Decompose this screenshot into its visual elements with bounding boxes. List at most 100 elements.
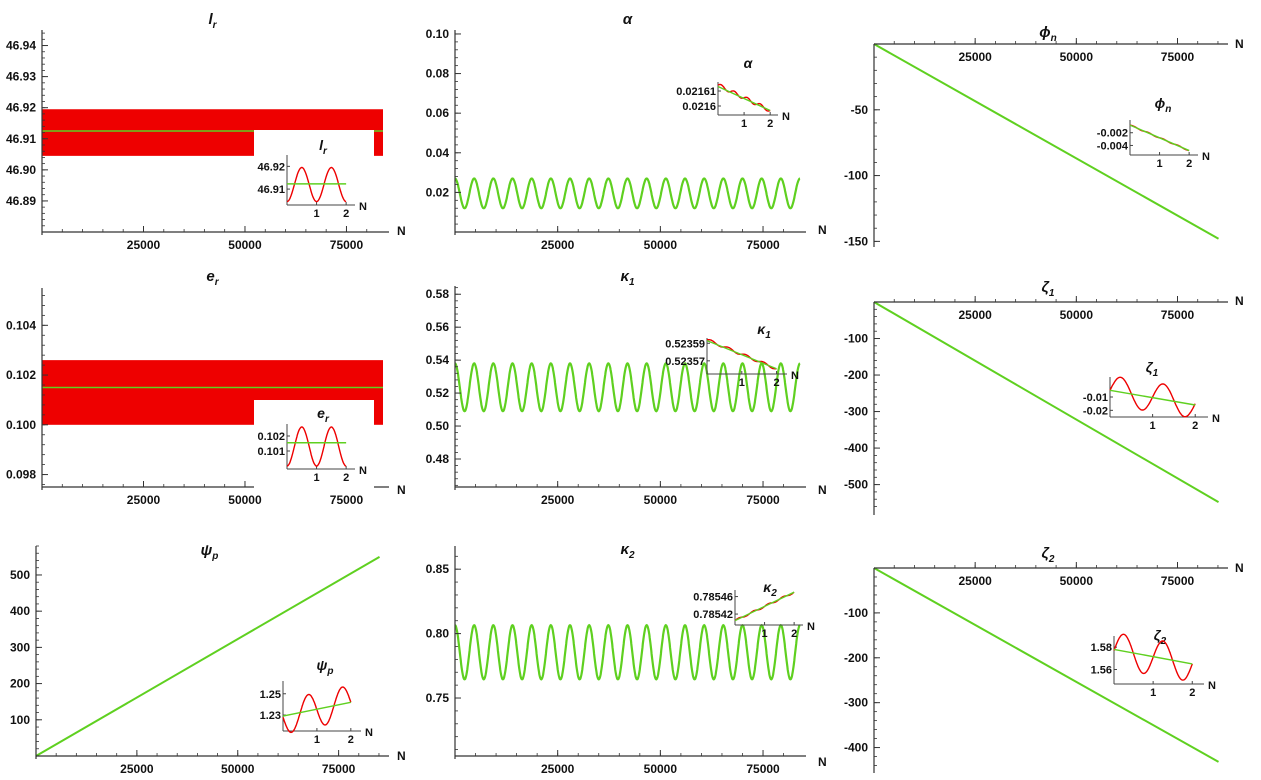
lr-ytick-label: 46.93 (6, 70, 36, 84)
phin-inset: 1 2 -0.002-0.004 Nϕn (1097, 95, 1210, 170)
z1-ytick-label: -200 (844, 368, 868, 382)
z1-xtick-label: 25000 (958, 308, 992, 322)
z1-ytick-label: -300 (844, 405, 868, 419)
k1-xlabel: N (818, 483, 827, 497)
alpha-ytick-label: 0.02 (426, 185, 450, 199)
z1-title-main: ζ (1042, 279, 1050, 296)
phin-xtick-label: 25000 (958, 50, 992, 64)
k1-ytick-label: 0.56 (426, 320, 450, 334)
z2-inset-title-main: ζ (1154, 627, 1162, 643)
alpha-xtick-label: 50000 (644, 238, 678, 252)
k1-title: κ1 (620, 268, 635, 288)
z2-ytick-label: -200 (844, 651, 868, 665)
k2-inset-ytick-label: 0.78542 (693, 609, 733, 621)
k2-inset-title-sub: 2 (770, 588, 777, 599)
k1-green-series (454, 362, 801, 413)
z2-inset: 1 2 1.58 1.56 Nζ2 (1091, 627, 1216, 699)
phin-inset-ytick-label: -0.004 (1097, 140, 1129, 152)
er-title-sub: r (215, 277, 220, 288)
psip-inset-title: ψp (317, 657, 334, 677)
k1-inset-xtick-label: 2 (774, 377, 780, 389)
k1-inset-xtick-label: 1 (739, 377, 745, 389)
lr-title-sub: r (213, 20, 218, 31)
er-inset-ytick-label: 0.102 (257, 431, 285, 443)
k2-xtick-label: 50000 (644, 762, 678, 776)
z2-xlabel: N (1235, 561, 1244, 575)
lr-inset-ytick-label: 46.91 (257, 184, 285, 196)
lr-xtick-label: 75000 (330, 238, 364, 252)
psip-xtick-label: 50000 (221, 762, 255, 776)
lr-xlabel: N (397, 224, 406, 238)
er-ytick-label: 0.102 (6, 368, 36, 382)
k1-xtick-label: 50000 (644, 493, 678, 507)
k2-title: κ2 (620, 541, 635, 561)
z1-xtick-label: 50000 (1060, 308, 1094, 322)
z2-inset-xtick-label: 1 (1150, 687, 1156, 699)
phin-inset-xtick-label: 1 (1157, 158, 1163, 170)
z1-inset-green-series (1109, 389, 1196, 406)
alpha-inset-xlabel: N (782, 111, 790, 123)
phin-title-main: ϕ (1039, 24, 1050, 41)
alpha-ytick-label: 0.04 (426, 146, 450, 160)
alpha-inset: 1 2 0.02161 0.0216 Nα (676, 55, 790, 130)
z2-xtick-label: 75000 (1161, 574, 1195, 588)
lr-inset-title-main: l (319, 137, 324, 153)
er-inset-ytick-label: 0.101 (257, 446, 285, 458)
alpha-inset-title-main: α (744, 55, 754, 71)
k1-inset-ytick-label: 0.52357 (665, 356, 705, 368)
z1-inset-title-sub: 1 (1153, 368, 1159, 379)
lr-xtick-label: 50000 (228, 238, 262, 252)
z1-inset-xtick-label: 1 (1150, 420, 1156, 432)
phin-inset-green-series (1129, 124, 1190, 152)
k1-inset-title: κ1 (757, 321, 771, 341)
lr-inset-ytick-label: 46.92 (257, 161, 285, 173)
er-inset-xtick-label: 1 (314, 472, 320, 484)
alpha-title-main: α (623, 11, 633, 28)
k1-inset-green-series (706, 339, 777, 370)
z2-ytick-label: -100 (844, 606, 868, 620)
k2-ytick-label: 0.75 (426, 691, 450, 705)
panel-k1: 0.48 0.50 0.52 0.54 0.56 0.58 25000 50000 75000 N… (426, 268, 827, 507)
alpha-inset-ytick-label: 0.0216 (682, 101, 716, 113)
k2-ytick-label: 0.80 (426, 627, 450, 641)
er-ytick-label: 0.104 (6, 318, 36, 332)
k2-title-sub: 2 (628, 550, 635, 561)
phin-xtick-label: 75000 (1161, 50, 1195, 64)
z1-ytick-label: -400 (844, 441, 868, 455)
psip-inset: 1 2 1.25 1.23 Nψp (260, 657, 373, 746)
z2-inset-ytick-label: 1.58 (1091, 642, 1112, 654)
lr-inset-title-sub: r (323, 146, 328, 157)
phin-title: ϕn (1039, 24, 1056, 44)
psip-title: ψp (201, 542, 219, 562)
psip-ytick-label: 500 (10, 568, 30, 582)
z1-title: ζ1 (1042, 279, 1055, 299)
psip-inset-xtick-label: 1 (314, 734, 320, 746)
k2-inset-xtick-label: 1 (762, 628, 768, 640)
lr-inset-title: lr (319, 137, 328, 157)
k1-inset-title-sub: 1 (765, 330, 771, 341)
lr-ytick-label: 46.94 (6, 39, 36, 53)
phin-inset-xlabel: N (1202, 151, 1210, 163)
k2-title-main: κ (620, 541, 630, 558)
alpha-inset-xtick-label: 2 (767, 118, 773, 130)
alpha-green-series (454, 177, 801, 210)
psip-inset-ytick-label: 1.23 (260, 710, 281, 722)
z2-xtick-label: 25000 (958, 574, 992, 588)
psip-xtick-label: 25000 (120, 762, 154, 776)
z1-xlabel: N (1235, 294, 1244, 308)
lr-ytick-label: 46.89 (6, 194, 36, 208)
z2-inset-title: ζ2 (1154, 627, 1167, 647)
k2-inset-xtick-label: 2 (791, 628, 797, 640)
panel-lr: 46.89 46.90 46.91 46.92 46.93 46.94 25000 50000… (6, 11, 406, 252)
phin-inset-ytick-label: -0.002 (1097, 128, 1128, 140)
alpha-xtick-label: 75000 (746, 238, 780, 252)
psip-ytick-label: 400 (10, 604, 30, 618)
er-title-main: e (206, 268, 214, 285)
alpha-xlabel: N (818, 223, 827, 237)
er-xtick-label: 75000 (330, 493, 364, 507)
